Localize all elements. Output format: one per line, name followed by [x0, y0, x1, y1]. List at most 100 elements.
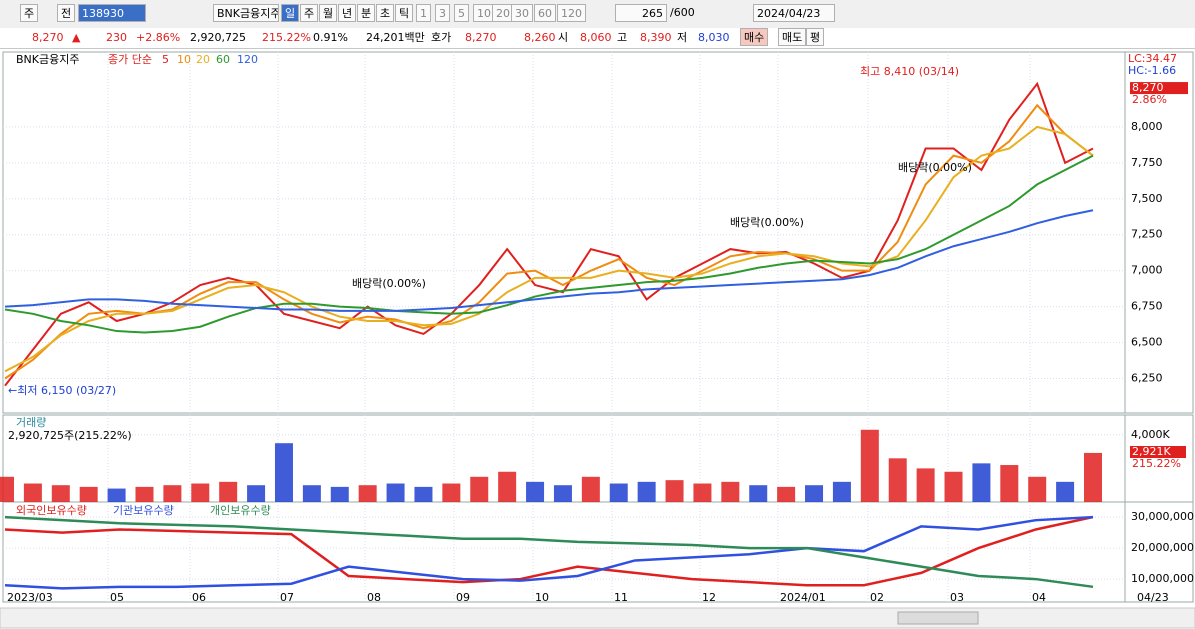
y-tick-label: 7,250: [1131, 228, 1163, 241]
price: 8,270: [32, 31, 64, 44]
volume-bar: [386, 483, 405, 502]
y-tick-label: 7,750: [1131, 156, 1163, 169]
volume-bar: [247, 485, 266, 502]
x-tick-label: 04/23: [1137, 591, 1169, 604]
scrollbar: [0, 607, 1195, 629]
x-tick-label: 12: [702, 591, 716, 604]
volume-bar: [358, 485, 377, 502]
low-label: 저: [677, 31, 688, 44]
total: /600: [670, 6, 695, 19]
y-tick-label: 6,500: [1131, 336, 1163, 349]
prev[interactable]: 전: [57, 4, 76, 22]
y-tick-label: 20,000,000: [1131, 541, 1194, 554]
volume-bar: [51, 485, 70, 502]
y-tick-label: 30,000,000: [1131, 510, 1194, 523]
volume-bar: [135, 486, 154, 502]
ex-dividend: 배당락(0.00%): [730, 216, 804, 229]
volume-bar: [553, 485, 572, 502]
interval-button[interactable]: 120: [557, 4, 586, 22]
code[interactable]: 138930: [78, 4, 146, 22]
volume-bar: [107, 488, 126, 502]
interval-button[interactable]: 5: [454, 4, 469, 22]
right-axis: [1124, 51, 1194, 414]
rate: +2.86%: [136, 31, 181, 44]
series-line: [4, 154, 1094, 334]
interval-button[interactable]: 1: [416, 4, 431, 22]
volume-bar: [79, 486, 98, 502]
volume-bar: [1000, 465, 1019, 502]
volume-bar: [581, 476, 600, 502]
interval-button[interactable]: 20: [492, 4, 514, 22]
trade-button[interactable]: 평: [806, 28, 825, 46]
y-tick-label: 7,500: [1131, 192, 1163, 205]
count[interactable]: 265: [615, 4, 667, 22]
volume-bar: [302, 485, 321, 502]
volume-bar: [219, 481, 238, 502]
volume-bar: [330, 486, 349, 502]
volume-bar: [274, 443, 293, 502]
x-tick-label: 10: [535, 591, 549, 604]
volume-bar: [0, 476, 14, 502]
period-button[interactable]: 월: [319, 4, 337, 22]
volume-bar: [1028, 476, 1047, 502]
volume-bar: [1056, 481, 1075, 502]
y-tick-label: 8,000: [1131, 120, 1163, 133]
interval-button[interactable]: 3: [435, 4, 450, 22]
volume-bar: [414, 486, 433, 502]
quote-bar: [0, 28, 1195, 49]
volume-bar: [944, 471, 963, 502]
period-button[interactable]: 일: [281, 4, 299, 22]
trade-button[interactable]: 매수: [740, 28, 769, 46]
series-line: [4, 515, 1094, 589]
trade-button[interactable]: 매도: [778, 28, 807, 46]
legend-entry: 기관보유수량: [113, 504, 174, 517]
volume-bar: [470, 476, 489, 502]
volume-bar: [777, 486, 796, 502]
volume-last: 2,921K: [1132, 445, 1171, 458]
volume-bar: [637, 481, 656, 502]
market[interactable]: 주: [20, 4, 39, 22]
interval-button[interactable]: 30: [511, 4, 533, 22]
legend-entry: 60: [216, 53, 230, 66]
ask: 8,270: [465, 31, 497, 44]
x-tick-label: 07: [280, 591, 294, 604]
legend-entry: 5: [162, 53, 169, 66]
y-tick-label: 6,250: [1131, 371, 1163, 384]
period-button[interactable]: 초: [376, 4, 394, 22]
high-label: 고: [617, 31, 628, 44]
legend-entry: 외국인보유수량: [16, 504, 87, 517]
volume-bar: [442, 483, 461, 502]
ask-label: 호가: [431, 31, 452, 44]
ex-dividend: 배당락(0.00%): [898, 161, 972, 174]
x-tick-label: 06: [192, 591, 206, 604]
interval-button[interactable]: 10: [473, 4, 495, 22]
amount: 24,201백만: [366, 31, 425, 44]
last-price: 8,270: [1132, 81, 1164, 94]
volume-bar: [23, 483, 42, 502]
period-button[interactable]: 틱: [395, 4, 413, 22]
period-button[interactable]: 년: [338, 4, 356, 22]
x-tick-label: 09: [456, 591, 470, 604]
y-tick-label: 7,000: [1131, 264, 1163, 277]
y-tick-label: 4,000K: [1131, 428, 1170, 441]
stock-name: BNK금융지주: [213, 4, 279, 22]
volume-bar: [888, 458, 907, 502]
y-tick-label: 10,000,000: [1131, 572, 1194, 585]
volume-bar: [749, 485, 768, 502]
volume-bar: [498, 471, 517, 502]
x-tick-label: 04: [1032, 591, 1046, 604]
period-button[interactable]: 분: [357, 4, 375, 22]
series-line: [4, 515, 1094, 587]
last-price-box: [1130, 82, 1188, 95]
x-tick-label: 2023/03: [7, 591, 53, 604]
interval-button[interactable]: 60: [534, 4, 556, 22]
high: 8,390: [640, 31, 672, 44]
period-button[interactable]: 주: [300, 4, 318, 22]
legend-prefix: 종가 단순: [108, 53, 152, 66]
toolbar: [0, 0, 1195, 29]
x-tick-label: 02: [870, 591, 884, 604]
date[interactable]: 2024/04/23: [753, 4, 835, 22]
open-label: 시: [558, 31, 569, 44]
volume-bar: [860, 429, 879, 502]
